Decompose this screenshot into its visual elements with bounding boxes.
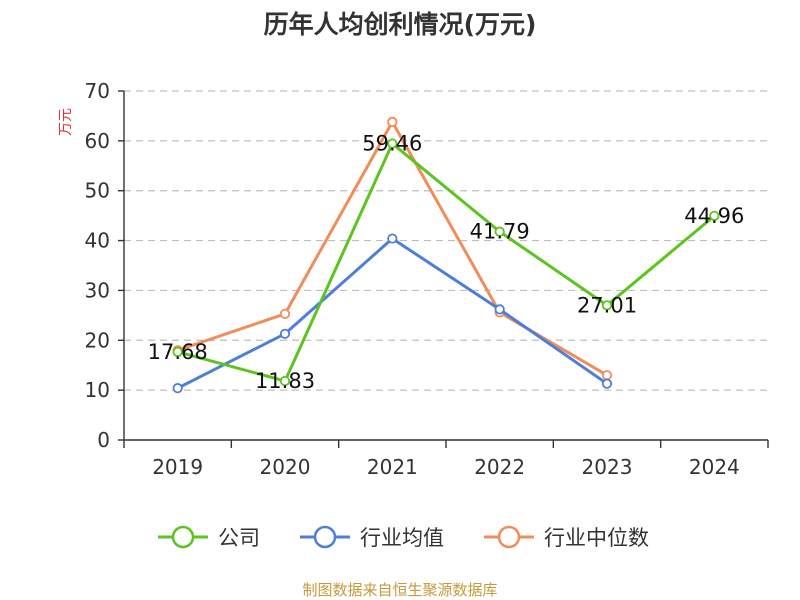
data-point (279, 308, 291, 319)
legend-label: 公司 (218, 526, 260, 550)
data-point (279, 328, 291, 339)
data-label: 59.46 (362, 132, 422, 156)
data-point (709, 210, 720, 221)
data-label: 11.83 (255, 369, 315, 393)
y-axis-unit: 万元 (58, 108, 74, 136)
y-tick-label: 0 (97, 428, 110, 452)
data-point (387, 116, 398, 128)
series (172, 116, 720, 394)
x-tick-label: 2024 (689, 455, 740, 479)
x-tick-label: 2021 (367, 455, 418, 479)
data-point (387, 233, 398, 244)
data-point (601, 300, 613, 311)
data-point (494, 226, 505, 237)
series-line (177, 142, 716, 383)
series-line (177, 120, 608, 377)
legend-item[interactable]: 行业均值 (300, 525, 444, 550)
chart-title: 历年人均创利情况(万元) (264, 10, 537, 39)
data-label: 27.01 (577, 293, 637, 317)
legend-label: 行业中位数 (544, 526, 649, 550)
data-point (494, 304, 505, 315)
y-tick-label: 40 (85, 229, 110, 253)
legend-item[interactable]: 公司 (158, 525, 260, 550)
data-point (601, 370, 613, 381)
legend-item[interactable]: 行业中位数 (484, 525, 649, 550)
x-tick-label: 2023 (582, 455, 633, 479)
grid (124, 90, 768, 391)
data-label: 17.68 (148, 340, 208, 364)
data-labels: 17.68 11.83 59.46 41.79 27.01 44.96 (148, 132, 745, 393)
y-tick-label: 10 (85, 378, 110, 402)
axes: 0 10 20 30 40 50 60 70 2019 2020 2021 2022 2023 2024 (85, 79, 769, 479)
x-tick-label: 2020 (260, 455, 311, 479)
legend-swatch-marker (171, 525, 195, 549)
y-tick-label: 20 (85, 328, 110, 352)
y-tick-label: 60 (85, 129, 110, 153)
legend-label: 行业均值 (360, 526, 444, 550)
source-note: 制图数据来自恒生聚源数据库 (302, 581, 497, 599)
data-label: 41.79 (470, 220, 530, 244)
data-point (172, 383, 183, 394)
x-tick-label: 2022 (474, 455, 525, 479)
data-point (601, 378, 613, 389)
legend: 公司 行业均值 行业中位数 (158, 525, 649, 550)
data-point (387, 138, 398, 149)
data-label: 44.96 (684, 204, 744, 228)
y-tick-label: 70 (85, 79, 110, 103)
y-tick-label: 30 (85, 278, 110, 302)
x-tick-label: 2019 (152, 455, 203, 479)
legend-swatch-marker (313, 525, 337, 549)
data-point (172, 346, 183, 357)
y-tick-label: 50 (85, 179, 110, 203)
legend-swatch-marker (497, 525, 521, 549)
data-point (279, 375, 291, 387)
